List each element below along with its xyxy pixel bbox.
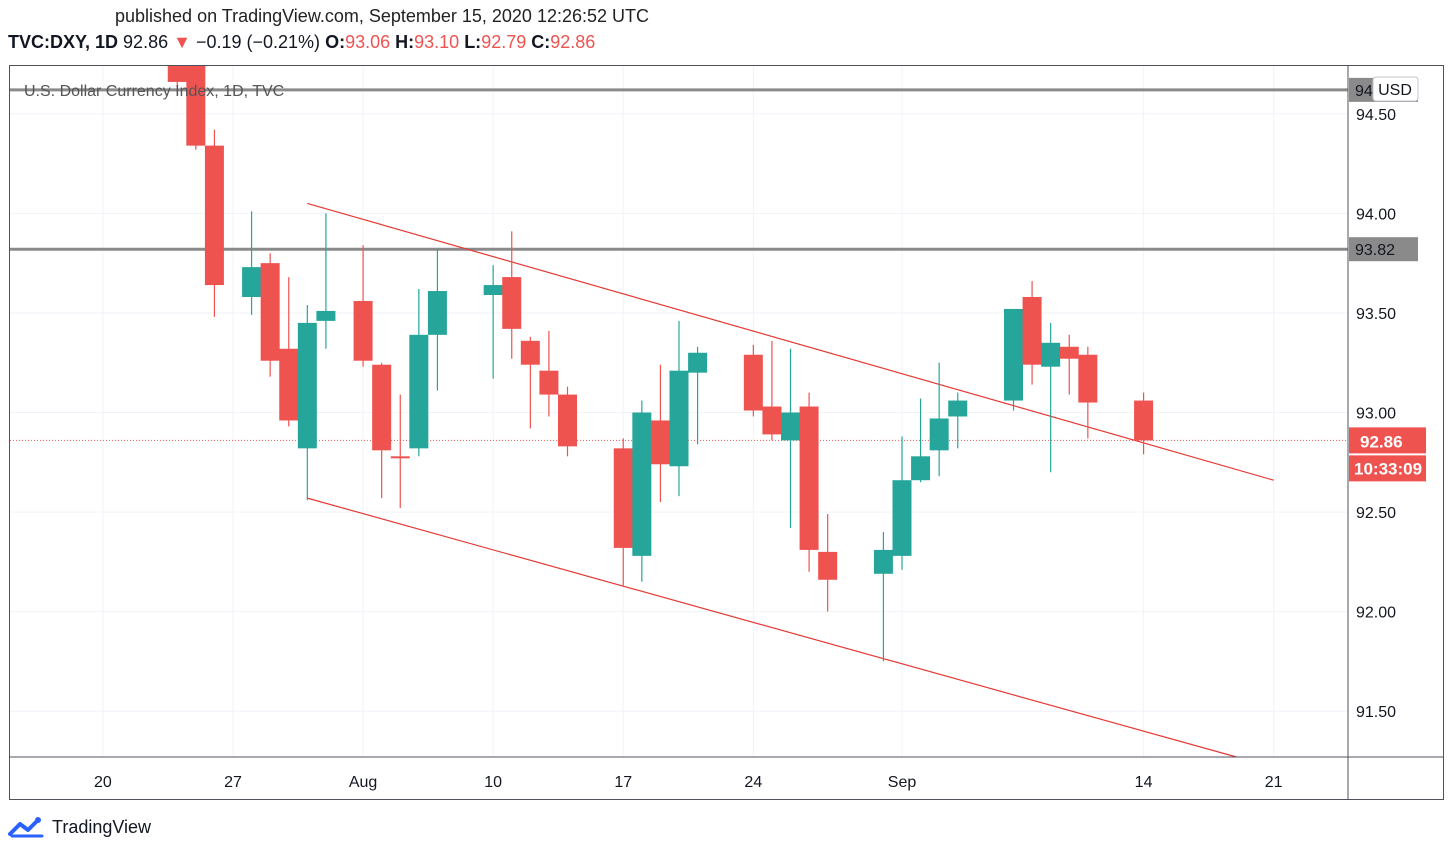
candle-body-down (650, 420, 670, 465)
candle-body-up (1041, 342, 1061, 367)
open-label: O: (325, 32, 346, 52)
candle-body-up (297, 322, 317, 449)
price-tick-label: 92.00 (1356, 605, 1396, 622)
level-price-label: 93.82 (1355, 242, 1395, 259)
high-value: 93.10 (414, 32, 460, 52)
candle-body-down (390, 456, 410, 459)
price-tick-label: 94.00 (1356, 206, 1396, 223)
price-tick-label: 91.50 (1356, 704, 1396, 721)
ohlc-header: TVC:DXY, 1D 92.86 ▼ −0.19 (−0.21%) O:93.… (8, 32, 595, 53)
candle-body-up (242, 267, 262, 297)
candle-body-down (502, 277, 522, 329)
price-tick-label: 93.00 (1356, 405, 1396, 422)
last-price: 92.86 (123, 32, 169, 52)
low-label: L: (464, 32, 482, 52)
candle-body-up (948, 400, 968, 417)
tradingview-logo-icon (8, 817, 44, 838)
candle-body-up (316, 310, 336, 321)
price-tick-label: 92.50 (1356, 505, 1396, 522)
candle-body-down (186, 66, 206, 146)
footer-brand: TradingView (52, 816, 152, 837)
change-down-icon: ▼ (173, 32, 191, 52)
candle-body-down (204, 145, 224, 286)
candle-body-up (911, 456, 931, 481)
close-value: 92.86 (550, 32, 596, 52)
currency-label: USD (1378, 82, 1412, 99)
time-tick-label: Sep (888, 774, 917, 791)
candle-body-down (1022, 296, 1042, 365)
time-tick-label: 21 (1265, 774, 1283, 791)
time-tick-label: Aug (349, 774, 377, 791)
candle-body-down (799, 406, 819, 550)
candle-body-down (520, 340, 540, 365)
last-price-badge (1349, 427, 1426, 454)
chart-title: U.S. Dollar Currency Index, 1D, TVC (24, 83, 284, 100)
candle-body-up (892, 480, 912, 556)
time-tick-label: 14 (1135, 774, 1153, 791)
footer: TradingView (8, 816, 151, 838)
candlestick-chart[interactable]: 94.50 94.00 93.50 93.00 92.50 92.00 91.50 20 27 A… (10, 66, 1443, 799)
channel-lower-line (307, 497, 1237, 758)
countdown-label: 10:33:09 (1354, 459, 1422, 478)
level-price-badge (1349, 237, 1418, 262)
time-tick-label: 24 (744, 774, 762, 791)
low-value: 92.79 (481, 32, 527, 52)
candle-body-down (372, 364, 392, 451)
candle-body-down (558, 394, 577, 447)
price-change: −0.19 (−0.21%) (195, 32, 321, 52)
published-info: published on TradingView.com, September … (115, 6, 650, 26)
candle-body-down (613, 448, 633, 548)
high-label: H: (395, 32, 415, 52)
time-tick-label: 10 (484, 774, 502, 791)
price-tick-label: 94.50 (1356, 107, 1396, 124)
candle-body-up (669, 370, 689, 467)
channel-upper-line (307, 202, 1274, 481)
candle-body-down (1059, 346, 1079, 359)
candle-body-down (743, 354, 763, 411)
time-tick-label: 20 (94, 774, 112, 791)
candle-body-down (1134, 400, 1154, 441)
close-label: C: (531, 32, 551, 52)
candle-body-down (353, 300, 373, 361)
candle-body-down (279, 348, 299, 421)
candle-body-down (818, 551, 838, 580)
chart-frame[interactable]: 94.50 94.00 93.50 93.00 92.50 92.00 91.50 20 27 A… (9, 65, 1444, 800)
last-price-label: 92.86 (1360, 432, 1403, 451)
candle-body-up (427, 291, 447, 335)
countdown-badge (1349, 455, 1426, 482)
candle-body-down (260, 263, 280, 361)
open-value: 93.06 (345, 32, 391, 52)
candle-body-up (632, 412, 652, 556)
candle-body-up (873, 549, 893, 574)
candle-body-up (688, 352, 708, 373)
candle-body-down (167, 66, 187, 82)
candle-body-down (1078, 354, 1098, 403)
time-tick-label: 27 (224, 774, 242, 791)
currency-button[interactable] (1372, 76, 1419, 102)
candle-body-up (409, 334, 429, 449)
symbol-label: TVC:DXY, 1D (8, 32, 119, 52)
time-tick-label: 17 (614, 774, 632, 791)
price-tick-label: 93.50 (1356, 306, 1396, 323)
candle-body-up (929, 418, 949, 451)
candle-body-down (762, 406, 782, 435)
candle-body-up (483, 285, 503, 296)
candle-body-down (539, 370, 559, 395)
candle-body-up (1004, 308, 1023, 401)
candle-body-up (781, 412, 800, 441)
